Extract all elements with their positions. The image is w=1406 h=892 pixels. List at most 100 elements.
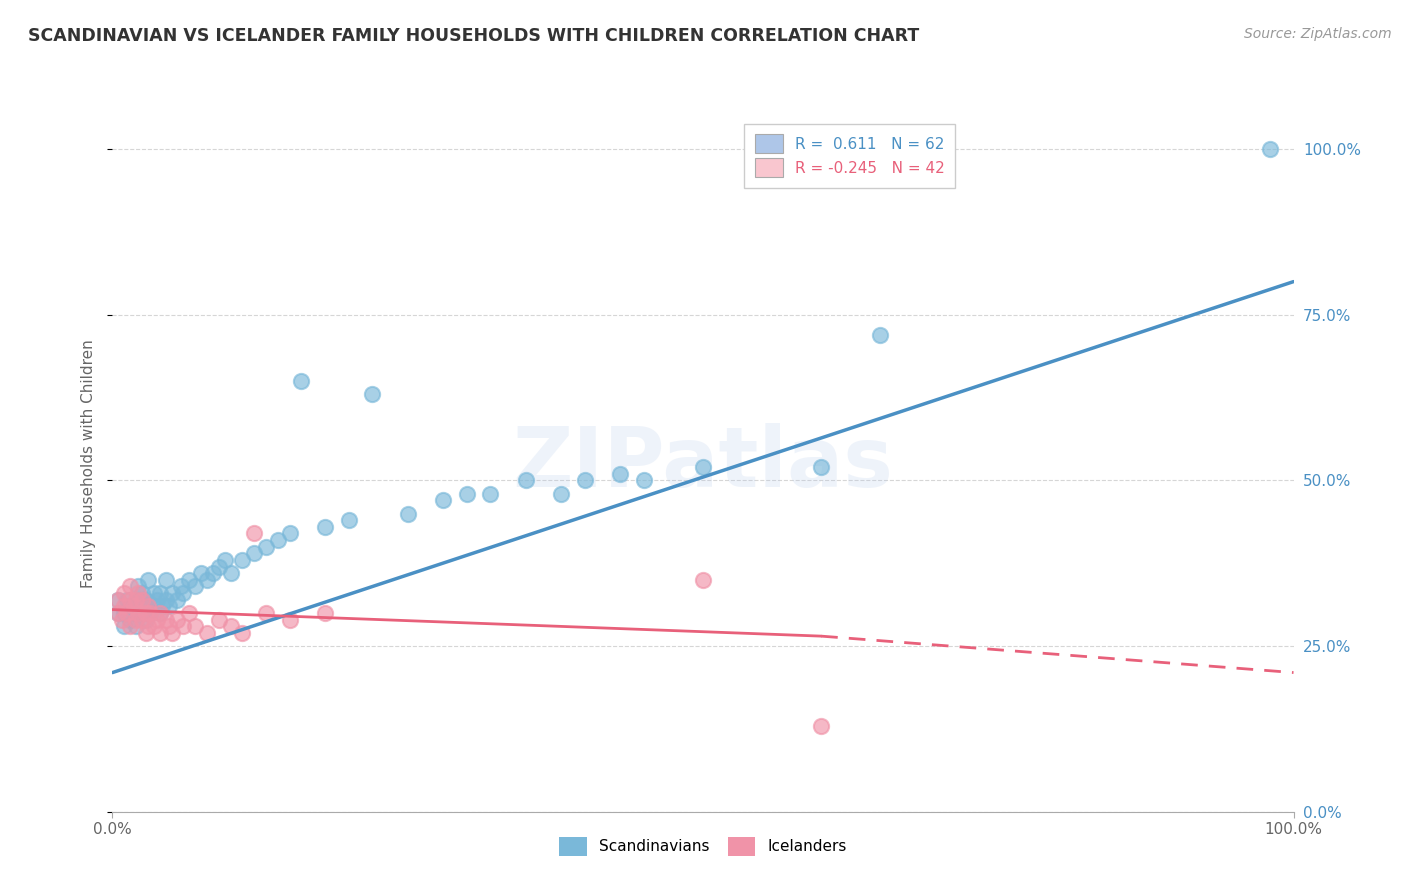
Point bbox=[125, 619, 148, 633]
Point bbox=[179, 606, 201, 620]
Point bbox=[290, 374, 312, 388]
Point bbox=[112, 619, 135, 633]
Point bbox=[125, 613, 148, 627]
Point bbox=[574, 474, 596, 488]
Point bbox=[155, 613, 177, 627]
Point bbox=[125, 599, 148, 614]
Point bbox=[131, 592, 153, 607]
Legend: Scandinavians, Icelanders: Scandinavians, Icelanders bbox=[551, 830, 855, 863]
Point bbox=[139, 606, 162, 620]
Text: SCANDINAVIAN VS ICELANDER FAMILY HOUSEHOLDS WITH CHILDREN CORRELATION CHART: SCANDINAVIAN VS ICELANDER FAMILY HOUSEHO… bbox=[28, 27, 920, 45]
Point bbox=[111, 613, 134, 627]
Point bbox=[243, 546, 266, 560]
Point bbox=[254, 540, 277, 554]
Point bbox=[243, 526, 266, 541]
Point bbox=[550, 486, 572, 500]
Point bbox=[135, 592, 157, 607]
Point bbox=[278, 526, 301, 541]
Point bbox=[122, 599, 145, 614]
Point bbox=[107, 592, 129, 607]
Point bbox=[115, 592, 138, 607]
Point bbox=[120, 619, 142, 633]
Point bbox=[515, 474, 537, 488]
Point bbox=[146, 592, 169, 607]
Point bbox=[208, 559, 231, 574]
Point bbox=[120, 613, 142, 627]
Point bbox=[231, 625, 253, 640]
Point bbox=[166, 613, 188, 627]
Point bbox=[127, 586, 149, 600]
Point bbox=[131, 613, 153, 627]
Point bbox=[633, 474, 655, 488]
Point bbox=[314, 606, 336, 620]
Text: ZIPatlas: ZIPatlas bbox=[513, 424, 893, 504]
Point bbox=[314, 520, 336, 534]
Point bbox=[172, 586, 194, 600]
Point bbox=[166, 592, 188, 607]
Point bbox=[149, 606, 172, 620]
Point bbox=[149, 586, 172, 600]
Point bbox=[112, 599, 135, 614]
Point bbox=[120, 592, 142, 607]
Point bbox=[160, 586, 183, 600]
Point bbox=[184, 579, 207, 593]
Point bbox=[810, 718, 832, 732]
Point bbox=[195, 625, 218, 640]
Point bbox=[190, 566, 212, 581]
Point bbox=[136, 573, 159, 587]
Point bbox=[127, 606, 149, 620]
Point bbox=[149, 625, 172, 640]
Point bbox=[692, 573, 714, 587]
Point bbox=[1258, 142, 1281, 156]
Point bbox=[112, 606, 135, 620]
Point bbox=[267, 533, 290, 547]
Point bbox=[112, 586, 135, 600]
Y-axis label: Family Households with Children: Family Households with Children bbox=[82, 340, 97, 588]
Point bbox=[136, 619, 159, 633]
Point bbox=[609, 467, 631, 481]
Point bbox=[142, 599, 165, 614]
Point bbox=[136, 599, 159, 614]
Point bbox=[479, 486, 502, 500]
Point bbox=[810, 460, 832, 475]
Point bbox=[155, 592, 177, 607]
Point bbox=[456, 486, 478, 500]
Point bbox=[254, 606, 277, 620]
Point bbox=[869, 327, 891, 342]
Point bbox=[107, 592, 129, 607]
Point bbox=[160, 625, 183, 640]
Point bbox=[157, 599, 180, 614]
Point bbox=[150, 599, 173, 614]
Point bbox=[122, 606, 145, 620]
Point bbox=[157, 619, 180, 633]
Point bbox=[135, 613, 157, 627]
Point bbox=[107, 606, 129, 620]
Point bbox=[692, 460, 714, 475]
Point bbox=[131, 586, 153, 600]
Point bbox=[155, 573, 177, 587]
Point bbox=[201, 566, 224, 581]
Point bbox=[120, 599, 142, 614]
Point bbox=[131, 606, 153, 620]
Point bbox=[142, 586, 165, 600]
Point bbox=[195, 573, 218, 587]
Point bbox=[170, 579, 193, 593]
Point bbox=[208, 613, 231, 627]
Point bbox=[142, 619, 165, 633]
Point bbox=[184, 619, 207, 633]
Point bbox=[135, 606, 157, 620]
Point bbox=[396, 507, 419, 521]
Point bbox=[179, 573, 201, 587]
Point bbox=[115, 606, 138, 620]
Text: Source: ZipAtlas.com: Source: ZipAtlas.com bbox=[1244, 27, 1392, 41]
Point bbox=[107, 606, 129, 620]
Point bbox=[136, 599, 159, 614]
Point bbox=[125, 592, 148, 607]
Point bbox=[139, 606, 162, 620]
Point bbox=[219, 566, 242, 581]
Point bbox=[278, 613, 301, 627]
Point bbox=[231, 553, 253, 567]
Point bbox=[172, 619, 194, 633]
Point bbox=[337, 513, 360, 527]
Point bbox=[219, 619, 242, 633]
